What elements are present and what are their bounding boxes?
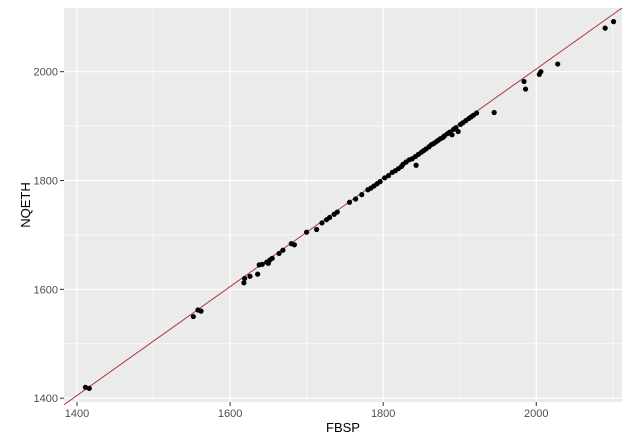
data-point (198, 308, 204, 314)
data-point (602, 25, 608, 31)
data-point (555, 61, 561, 67)
y-axis-ticks: 1400 1600 1800 2000 (34, 67, 64, 405)
x-tick-label: 1600 (218, 408, 242, 420)
y-tick-label: 1600 (34, 284, 58, 296)
data-point (346, 199, 353, 205)
data-point (413, 162, 419, 168)
minor-gridlines (64, 8, 622, 402)
data-point (304, 229, 310, 235)
data-point (313, 226, 320, 233)
data-point (280, 247, 286, 253)
data-points (82, 19, 617, 391)
data-point (86, 385, 92, 391)
y-axis-title: NQETH (18, 182, 33, 228)
data-point (255, 271, 261, 277)
data-point (327, 214, 333, 221)
data-point (259, 261, 265, 267)
x-axis-title: FBSP (326, 420, 360, 435)
data-point (491, 109, 497, 116)
x-tick-label: 2000 (524, 408, 548, 420)
data-point (247, 273, 253, 279)
data-point (385, 173, 392, 179)
data-point (449, 132, 455, 138)
data-point (190, 313, 196, 320)
data-point (241, 280, 247, 286)
data-point (455, 128, 461, 135)
data-point (538, 69, 544, 75)
fit-line (63, 7, 622, 406)
data-point (334, 209, 340, 215)
data-point (319, 220, 325, 226)
data-point (610, 19, 617, 25)
data-point (359, 192, 365, 198)
y-tick-label: 1400 (34, 393, 58, 405)
data-point (291, 242, 297, 248)
data-point (377, 178, 383, 185)
major-gridlines (64, 8, 622, 402)
data-point (276, 250, 282, 257)
x-tick-label: 1800 (371, 408, 395, 420)
y-tick-label: 2000 (34, 67, 58, 79)
data-point (242, 275, 248, 282)
data-point (522, 86, 529, 92)
x-axis-ticks: 1400 1600 1800 2000 (65, 402, 549, 420)
data-point (353, 196, 359, 202)
data-point (453, 125, 459, 131)
data-point (382, 175, 388, 181)
data-point (269, 255, 275, 261)
y-tick-label: 1800 (34, 176, 58, 188)
x-tick-label: 1400 (65, 408, 89, 420)
data-point (521, 78, 527, 85)
data-point (473, 110, 480, 116)
